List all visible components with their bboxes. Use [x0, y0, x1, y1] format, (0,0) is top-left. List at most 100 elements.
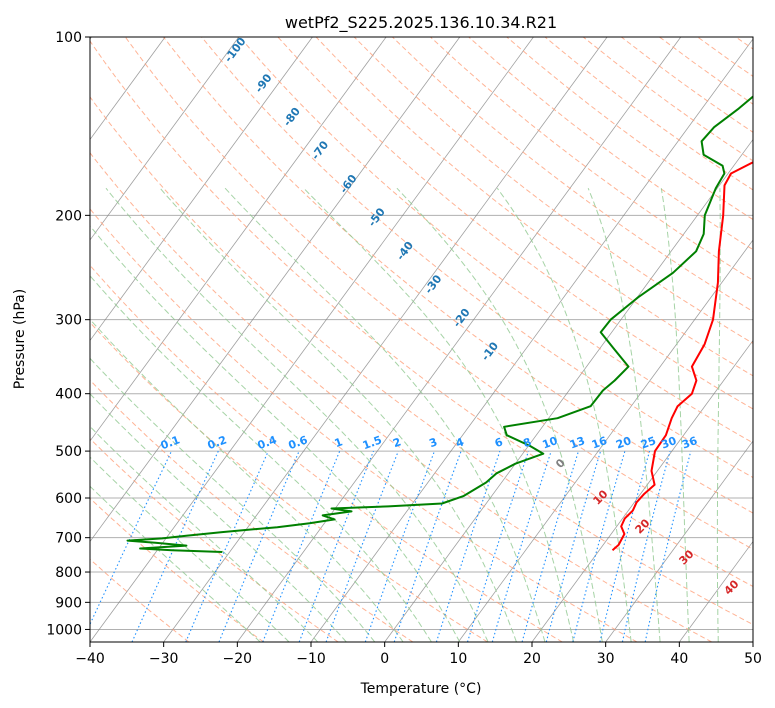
mixing-ratio-line	[393, 450, 462, 642]
isotherm-line	[90, 37, 387, 442]
axis-ticks: −40 −30 −20 −10 0 10 20 30 40 5010020030040050060…	[46, 30, 762, 667]
isotherm-line	[163, 37, 608, 642]
moist-adiabat-line	[90, 357, 376, 642]
dry-adiabat-line	[90, 558, 190, 642]
mixing-ratio-line	[491, 450, 552, 642]
moist-adiabat-line	[224, 187, 546, 642]
mixing-ratio-label: 2	[391, 435, 403, 450]
dry-adiabat-line	[315, 37, 753, 377]
temperature-profile-line	[611, 161, 753, 551]
y-tick-label: 1000	[46, 622, 82, 638]
mixing-ratio-line	[262, 450, 341, 642]
y-tick-label: 800	[55, 565, 82, 581]
isotherm-line	[310, 38, 753, 642]
y-tick-label: 300	[55, 313, 82, 329]
moist-adiabat-line	[303, 187, 575, 642]
mixing-ratio-label: 20	[614, 434, 633, 452]
mixing-ratio-label: 3	[427, 435, 439, 450]
dry-adiabat-line	[163, 37, 753, 514]
y-axis-label: Pressure (hPa)	[12, 289, 28, 389]
mixing-ratio-line	[599, 450, 651, 642]
mixing-ratio-label: 10	[541, 434, 560, 452]
y-tick-label: 500	[55, 444, 82, 460]
dry-adiabat-line	[90, 96, 753, 626]
mixing-ratio-line	[621, 450, 671, 642]
moist-adiabat-line	[587, 188, 661, 642]
isotherm-line	[90, 37, 166, 141]
moist-adiabat-line	[396, 187, 603, 642]
isotherm-line	[531, 339, 753, 642]
mixing-ratio-line	[572, 450, 626, 642]
mixing-ratio-line	[545, 450, 602, 642]
isotherm-line	[458, 239, 753, 642]
isotherm-line	[90, 37, 534, 642]
dry-adiabat-line	[90, 379, 414, 642]
y-tick-label: 600	[55, 491, 82, 507]
x-tick-label: 50	[744, 651, 762, 667]
mixing-ratio-label: 1.5	[361, 433, 384, 452]
x-tick-label: 40	[670, 651, 688, 667]
mixing-ratio-line	[435, 450, 501, 642]
mixing-ratio-label: 1	[333, 435, 345, 450]
mixing-ratio-line	[364, 450, 436, 642]
mixing-ratio-line	[521, 450, 580, 642]
plot-frame	[89, 36, 754, 643]
x-tick-label: 0	[380, 651, 389, 667]
dewpoint-profile-line	[126, 95, 753, 553]
moist-adiabat-line	[90, 485, 261, 642]
mixing-ratio-label: 0.4	[256, 433, 279, 452]
moist-adiabat-line	[159, 187, 517, 642]
y-tick-label: 200	[55, 208, 82, 224]
y-tick-label: 100	[55, 30, 82, 46]
moist-adiabat-line	[660, 188, 690, 642]
mixing-ratio-label: 30	[659, 434, 678, 452]
isotherm-line	[90, 37, 313, 342]
dry-adiabat-line	[90, 40, 753, 588]
x-tick-label: 30	[597, 651, 615, 667]
dry-adiabat-line	[90, 264, 563, 642]
x-tick-label: −40	[75, 651, 105, 667]
mixing-ratio-line	[298, 450, 375, 642]
x-tick-label: 10	[449, 651, 467, 667]
mixing-ratio-line	[644, 450, 692, 642]
mixing-ratio-label: 8	[521, 435, 533, 450]
y-tick-label: 700	[55, 531, 82, 547]
plot-series	[126, 95, 753, 553]
mixing-ratio-line	[466, 450, 530, 642]
mixing-ratio-line	[185, 450, 269, 642]
moist-adiabat-line	[90, 318, 404, 642]
mixing-ratio-label: 36	[680, 434, 699, 452]
moist-adiabat-line	[90, 275, 432, 642]
dry-adiabat-line	[201, 37, 753, 479]
mixing-ratio-label: 0.6	[287, 433, 310, 452]
isotherm-line	[605, 440, 753, 642]
mixing-ratio-label: 25	[639, 434, 658, 451]
mixing-ratio-label: 13	[568, 434, 587, 451]
moist-adiabat-line	[90, 425, 319, 642]
y-tick-label: 900	[55, 595, 82, 611]
mixing-ratio-line	[325, 450, 399, 642]
moist-adiabat-line	[105, 187, 489, 642]
moist-adiabat-line	[716, 188, 721, 642]
isotherm-line	[90, 37, 240, 241]
dry-adiabat-line	[90, 152, 712, 642]
mixing-ratio-label: 0.1	[159, 433, 182, 452]
chart-title: wetPf2_S225.2025.136.10.34.R21	[285, 13, 557, 33]
dry-adiabat-line	[124, 37, 753, 550]
mixing-ratio-label: 6	[493, 435, 505, 450]
y-tick-label: 400	[55, 387, 82, 403]
mixing-ratio-label: 0.2	[206, 433, 229, 452]
x-tick-label: 20	[523, 651, 541, 667]
mixing-ratio-label: 16	[590, 434, 609, 452]
isotherm-line	[237, 37, 682, 642]
mixing-ratio-label: 4	[454, 435, 466, 450]
x-tick-label: −10	[296, 651, 326, 667]
x-tick-label: −30	[149, 651, 179, 667]
x-tick-label: −20	[223, 651, 253, 667]
moist-adiabat-line	[496, 187, 632, 642]
mixing-ratio-line	[218, 450, 300, 642]
x-axis-label: Temperature (°C)	[360, 681, 482, 697]
dry-adiabat-line	[277, 37, 753, 410]
moist-adiabat-line	[90, 456, 290, 642]
